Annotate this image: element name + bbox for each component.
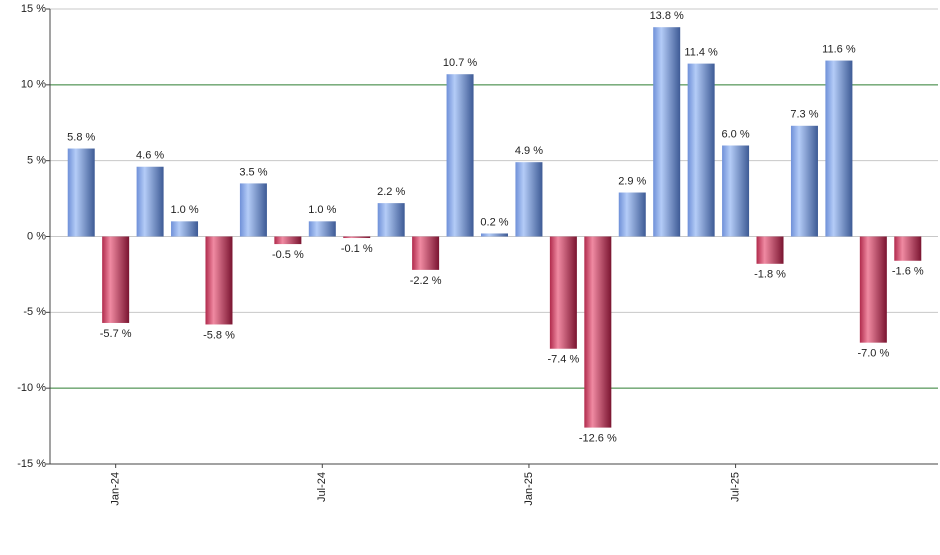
value-label: -1.6 % xyxy=(892,266,924,278)
value-label: 6.0 % xyxy=(722,128,750,140)
value-label: 7.3 % xyxy=(790,109,818,121)
bar xyxy=(687,63,715,237)
bar xyxy=(274,236,302,245)
value-label: 11.4 % xyxy=(684,47,718,59)
y-tick-label: 10 % xyxy=(21,79,46,91)
value-label: -7.0 % xyxy=(857,348,889,360)
value-label: 13.8 % xyxy=(650,10,684,22)
y-tick-label: -5 % xyxy=(23,306,46,318)
bar xyxy=(239,183,267,237)
value-label: -7.4 % xyxy=(547,354,579,366)
value-label: 3.5 % xyxy=(239,166,267,178)
x-tick-label: Jan-25 xyxy=(523,472,535,506)
bar xyxy=(102,236,130,323)
bar xyxy=(205,236,233,325)
value-label: -5.8 % xyxy=(203,329,235,341)
y-tick-label: -15 % xyxy=(17,458,46,470)
bar xyxy=(894,236,922,261)
value-label: -1.8 % xyxy=(754,269,786,281)
y-tick-label: -10 % xyxy=(17,382,46,394)
value-label: -12.6 % xyxy=(579,433,617,445)
value-label: 2.2 % xyxy=(377,186,405,198)
bar xyxy=(377,203,405,237)
value-label: 4.9 % xyxy=(515,145,543,157)
y-tick-label: 5 % xyxy=(27,155,46,167)
value-label: -0.1 % xyxy=(341,243,373,255)
value-label: -5.7 % xyxy=(100,328,132,340)
bar xyxy=(653,27,681,237)
value-label: 10.7 % xyxy=(443,57,477,69)
bar xyxy=(859,236,887,343)
bar xyxy=(790,125,818,237)
bar xyxy=(756,236,784,264)
bar xyxy=(722,145,750,237)
value-label: 5.8 % xyxy=(67,131,95,143)
x-tick-label: Jan-24 xyxy=(110,472,122,506)
bar xyxy=(67,148,95,237)
bar xyxy=(549,236,577,349)
bar xyxy=(412,236,440,270)
bar xyxy=(136,166,164,237)
x-tick-label: Jul-25 xyxy=(729,472,741,502)
bar xyxy=(171,221,199,237)
value-label: -2.2 % xyxy=(410,275,442,287)
bar xyxy=(584,236,612,428)
bar xyxy=(618,192,646,237)
value-label: 1.0 % xyxy=(170,204,198,216)
bar xyxy=(308,221,336,237)
bar xyxy=(825,60,853,237)
value-label: 11.6 % xyxy=(822,43,856,55)
value-label: 0.2 % xyxy=(480,216,508,228)
bar xyxy=(515,162,543,237)
bar xyxy=(446,74,474,237)
value-label: 2.9 % xyxy=(618,175,646,187)
bar xyxy=(343,236,371,239)
x-tick-label: Jul-24 xyxy=(316,472,328,502)
y-tick-label: 0 % xyxy=(27,230,46,242)
y-tick-label: 15 % xyxy=(21,3,46,15)
value-label: 4.6 % xyxy=(136,150,164,162)
value-label: 1.0 % xyxy=(308,204,336,216)
bar xyxy=(481,233,508,237)
value-label: -0.5 % xyxy=(272,249,304,261)
